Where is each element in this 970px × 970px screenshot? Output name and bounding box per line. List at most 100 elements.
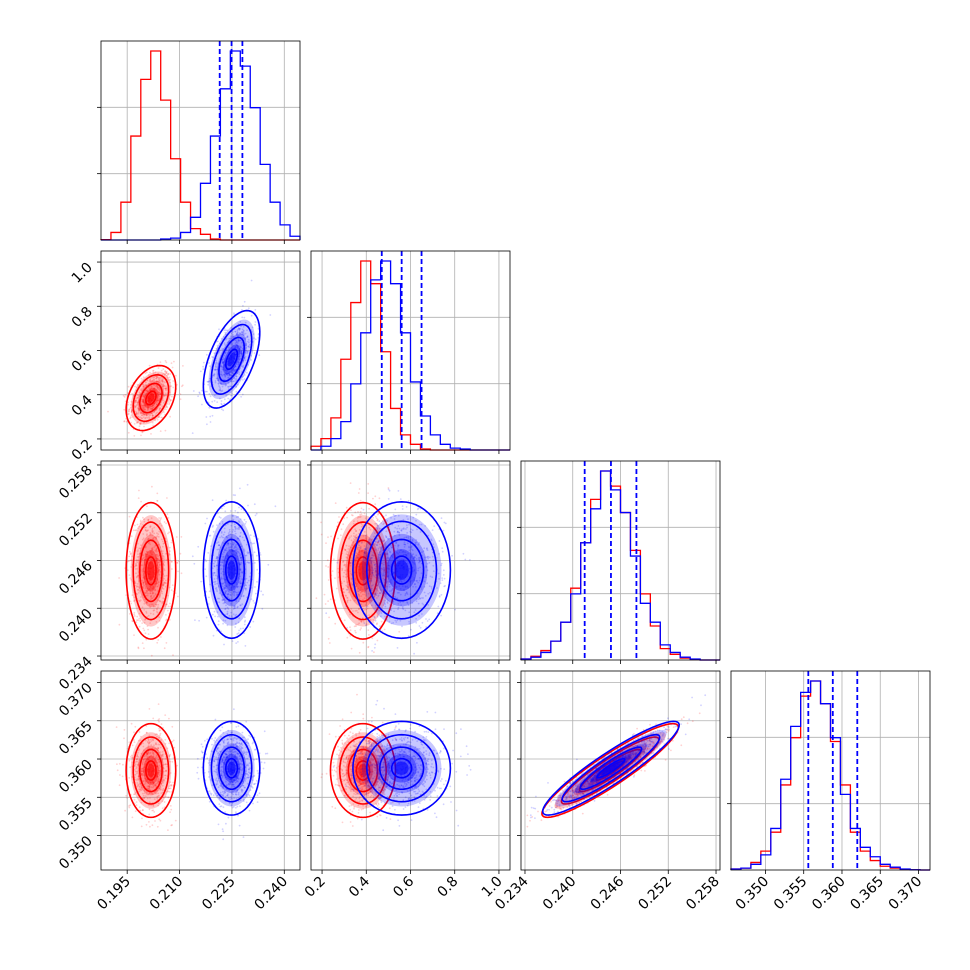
sample-point	[353, 625, 356, 628]
sample-point	[228, 584, 231, 587]
sample-point	[386, 563, 389, 565]
sample-point	[231, 545, 233, 548]
sample-point	[223, 402, 226, 405]
sample-point	[235, 365, 237, 368]
sample-point	[224, 382, 227, 385]
sample-point	[165, 387, 168, 389]
sample-point	[136, 753, 139, 756]
sample-point	[238, 506, 240, 509]
sample-point	[383, 561, 386, 564]
sample-point	[135, 621, 138, 623]
sample-point	[374, 619, 377, 622]
sample-point	[343, 563, 346, 566]
sample-point	[156, 386, 159, 389]
sample-point	[378, 543, 381, 546]
sample-point	[384, 579, 387, 581]
sample-point	[141, 788, 143, 791]
sample-point	[418, 625, 421, 627]
sample-point	[378, 551, 381, 554]
sample-point	[247, 579, 250, 582]
sample-point	[150, 654, 153, 657]
sample-point	[241, 332, 244, 335]
sample-point	[162, 597, 165, 599]
sample-point	[235, 341, 238, 344]
sample-point	[360, 580, 363, 583]
sample-point	[209, 534, 212, 537]
sample-point	[323, 593, 326, 596]
sample-point	[394, 595, 396, 598]
sample-point	[327, 566, 330, 568]
sample-point	[137, 586, 140, 588]
sample-point	[358, 651, 361, 654]
axes-frame	[730, 670, 931, 871]
sample-point	[398, 591, 400, 594]
sample-point	[253, 551, 256, 554]
sample-point	[230, 335, 232, 337]
sample-point	[130, 410, 133, 413]
sample-point	[243, 357, 246, 360]
sample-point	[218, 389, 221, 392]
sample-point	[164, 360, 167, 362]
sample-point	[156, 499, 159, 502]
sample-point	[146, 752, 149, 755]
sample-point	[154, 536, 157, 539]
sample-point	[345, 588, 348, 591]
sample-point	[129, 417, 132, 420]
sample-point	[388, 620, 391, 623]
sample-point	[239, 350, 241, 353]
sample-point	[164, 579, 167, 582]
sample-point	[386, 571, 389, 573]
sample-point	[221, 360, 224, 363]
sample-point	[415, 617, 417, 620]
sample-point	[346, 588, 349, 591]
sample-point	[148, 382, 151, 385]
sample-point	[126, 560, 129, 563]
sample-point	[366, 587, 369, 590]
sample-point	[222, 361, 225, 364]
sample-point	[417, 543, 420, 546]
sample-point	[142, 537, 145, 540]
sample-point	[226, 372, 229, 375]
sample-point	[242, 594, 245, 597]
sample-point	[151, 750, 154, 753]
sample-point	[133, 741, 136, 743]
sample-point	[393, 571, 396, 574]
sample-point	[368, 634, 370, 636]
sample-point	[145, 780, 148, 783]
sample-point	[130, 552, 132, 555]
sample-point	[156, 789, 159, 792]
sample-point	[129, 416, 132, 419]
sample-point	[157, 372, 160, 375]
sample-point	[368, 538, 371, 541]
sample-point	[162, 399, 165, 402]
sample-point	[413, 652, 415, 655]
sample-point	[370, 575, 373, 577]
sample-point	[137, 761, 140, 764]
sample-point	[355, 557, 358, 559]
sample-point	[250, 355, 253, 357]
sample-point	[405, 553, 407, 556]
sample-point	[156, 771, 159, 774]
sample-point	[141, 762, 144, 765]
sample-point	[387, 487, 390, 489]
sample-point	[147, 589, 150, 592]
sample-point	[413, 556, 416, 558]
sample-point	[229, 542, 232, 545]
sample-point	[128, 777, 131, 779]
sample-point	[156, 585, 158, 588]
sample-point	[147, 741, 150, 744]
sample-point	[222, 622, 225, 625]
sample-point	[206, 517, 208, 520]
sample-point	[267, 563, 270, 566]
sample-point	[406, 515, 408, 518]
sample-point	[240, 351, 243, 354]
sample-point	[342, 523, 345, 526]
sample-point	[223, 354, 226, 357]
sample-point	[125, 594, 128, 596]
sample-point	[370, 557, 373, 559]
sample-point	[153, 811, 156, 813]
sample-point	[153, 791, 156, 794]
sample-point	[143, 526, 146, 529]
sample-point	[373, 532, 376, 535]
sample-point	[142, 554, 145, 557]
